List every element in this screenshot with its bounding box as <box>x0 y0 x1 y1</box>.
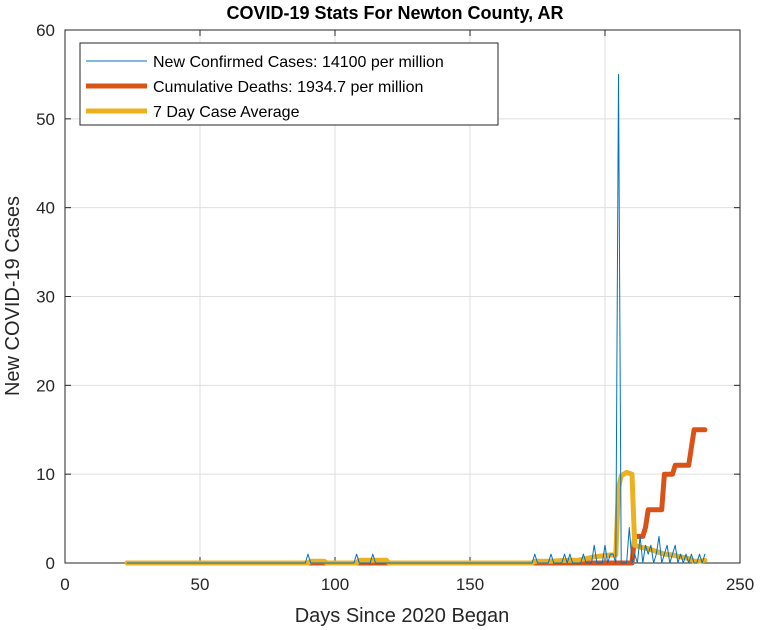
legend: New Confirmed Cases: 14100 per million C… <box>79 42 499 126</box>
y-tick-label: 10 <box>36 465 55 484</box>
y-tick-label: 0 <box>46 554 55 573</box>
y-tick-label: 50 <box>36 110 55 129</box>
x-tick-label: 50 <box>191 575 210 594</box>
legend-box <box>79 42 499 126</box>
x-tick-label: 250 <box>726 575 754 594</box>
series-layer <box>124 73 708 566</box>
x-tick-label: 100 <box>321 575 349 594</box>
x-axis-ticks: 0 50 100 150 200 250 <box>60 30 754 594</box>
legend-label-new-cases: New Confirmed Cases: 14100 per million <box>153 54 444 71</box>
series-new-confirmed-cases <box>126 73 706 564</box>
x-tick-label: 150 <box>456 575 484 594</box>
y-axis-ticks: 0 10 20 30 40 50 60 <box>36 21 740 573</box>
y-axis-label: New COVID-19 Cases <box>2 196 24 396</box>
x-axis-label: Days Since 2020 Began <box>295 605 510 627</box>
legend-label-7day-average: 7 Day Case Average <box>153 104 300 121</box>
y-tick-label: 40 <box>36 199 55 218</box>
legend-label-deaths: Cumulative Deaths: 1934.7 per million <box>153 79 423 96</box>
chart-title: COVID-19 Stats For Newton County, AR <box>226 3 563 23</box>
y-tick-label: 20 <box>36 376 55 395</box>
y-tick-label: 60 <box>36 21 55 40</box>
series-7day-average <box>124 469 708 566</box>
y-tick-label: 30 <box>36 288 55 307</box>
x-tick-label: 0 <box>60 575 69 594</box>
x-tick-label: 200 <box>591 575 619 594</box>
